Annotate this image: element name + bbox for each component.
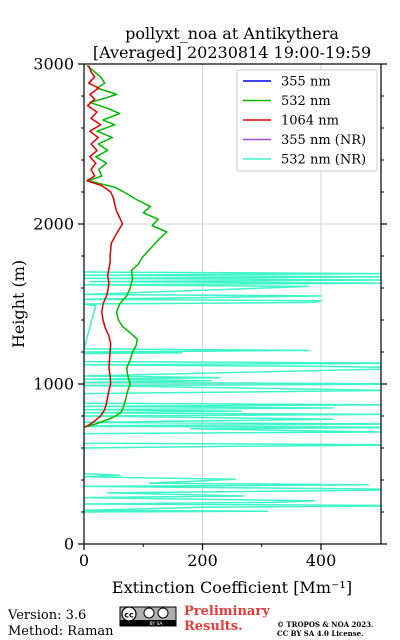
copyright-text: © TROPOS & NOA 2023. — [277, 620, 373, 629]
sa-icon — [157, 607, 169, 619]
axis-ticks: 0 200 400 0 1000 2000 3000 — [33, 55, 387, 570]
license-text: CC BY SA 4.0 License. — [277, 629, 364, 638]
legend-label: 355 nm — [281, 75, 331, 90]
legend-label: 532 nm — [281, 94, 331, 109]
method-text: Method: Raman — [8, 624, 114, 639]
results-label: Results. — [184, 619, 243, 634]
x-tick-label: 400 — [306, 551, 337, 570]
y-axis-label: Height (m) — [9, 260, 28, 348]
legend-label: 532 nm (NR) — [281, 153, 366, 168]
y-tick-label: 3000 — [33, 55, 74, 74]
cc-by-sa-badge: cc BY SA — [119, 606, 177, 627]
y-tick-label: 1000 — [33, 375, 74, 394]
legend-label: 1064 nm — [281, 114, 339, 129]
plot-area — [84, 65, 381, 513]
chart-title: pollyxt_noa at Antikythera — [125, 24, 339, 43]
svg-text:cc: cc — [124, 611, 134, 620]
series-line-532-nm-nr- — [84, 271, 381, 513]
x-axis-label: Extinction Coefficient [Mm⁻¹] — [112, 578, 352, 597]
cc-icon — [121, 606, 137, 622]
series-line-532-nm — [84, 65, 168, 428]
x-tick-label: 0 — [79, 551, 89, 570]
y-tick-label: 0 — [64, 535, 74, 554]
legend-label: 355 nm (NR) — [281, 133, 366, 148]
y-tick-label: 2000 — [33, 215, 74, 234]
chart-subtitle: [Averaged] 20230814 19:00-19:59 — [93, 43, 371, 62]
series-line-1064-nm — [84, 65, 124, 428]
legend-box — [236, 69, 378, 172]
legend: 355 nm 532 nm 1064 nm 355 nm (NR) 532 nm (NR… — [236, 69, 378, 172]
axes-frame — [83, 63, 382, 545]
version-text: Version: 3.6 — [7, 608, 86, 623]
preliminary-label: Preliminary — [184, 604, 270, 619]
by-icon — [143, 607, 155, 619]
x-tick-label: 200 — [187, 551, 218, 570]
cc-badge-text: BY SA — [149, 621, 163, 627]
